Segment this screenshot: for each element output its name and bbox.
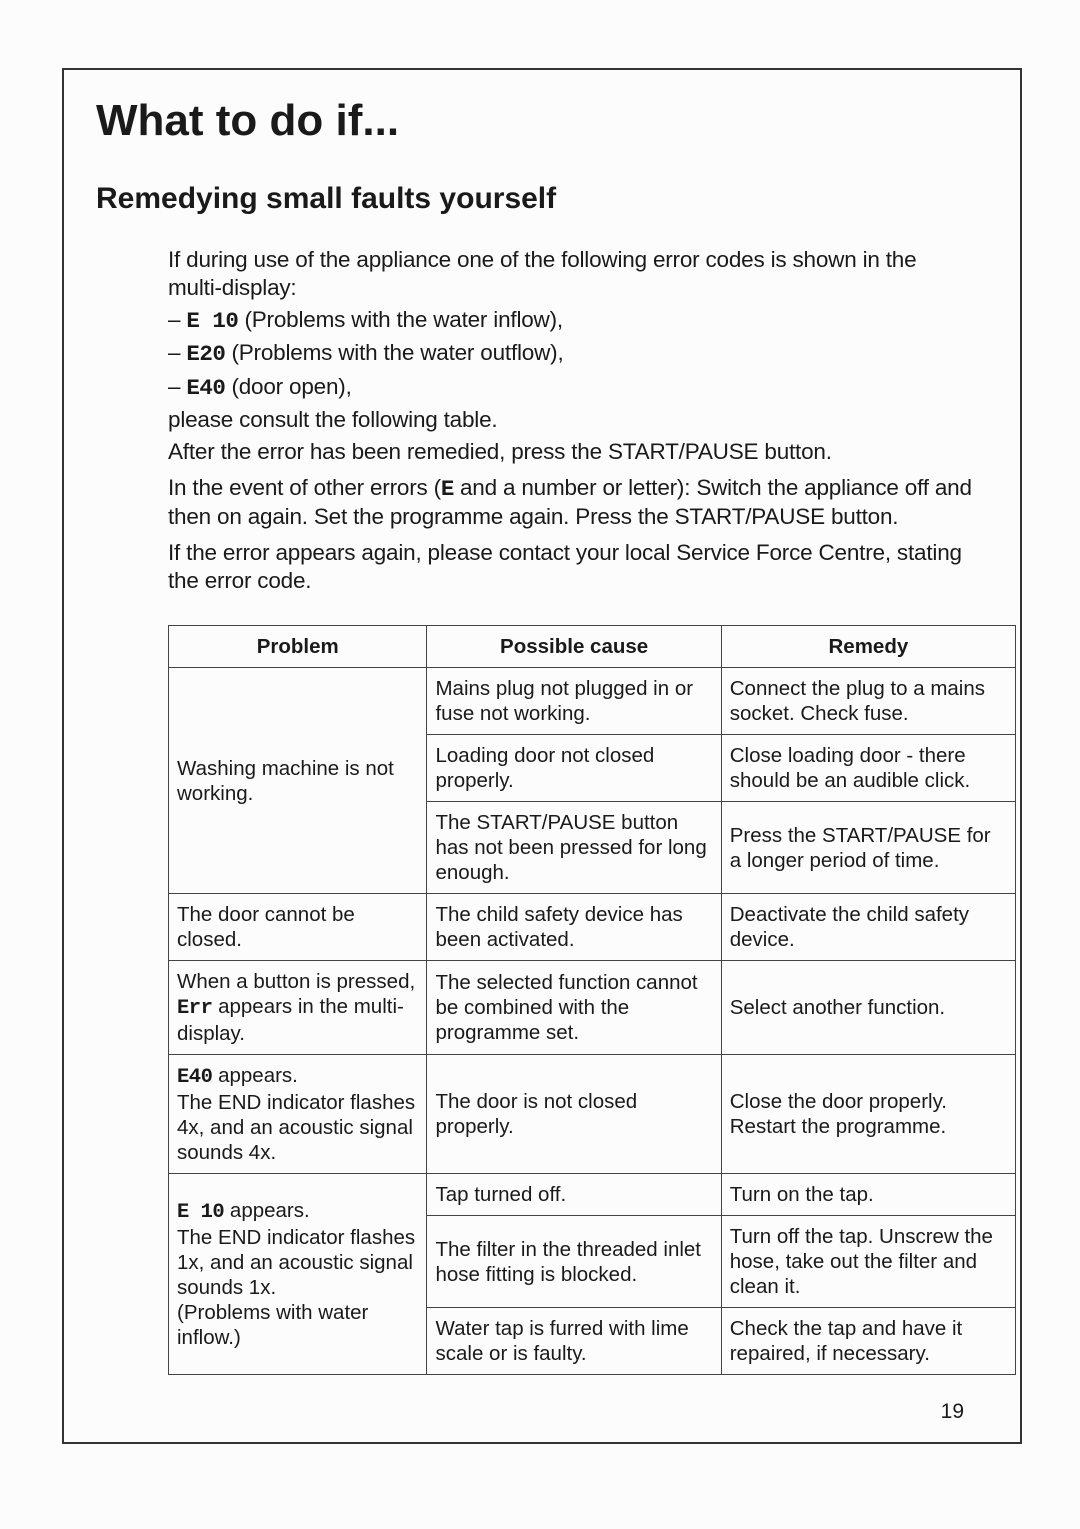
troubleshoot-table: Problem Possible cause Remedy Washing ma… [168,625,1016,1375]
cell-remedy: Turn on the tap. [721,1174,1015,1216]
cell-cause: The child safety device has been activat… [427,894,721,961]
bullet-rest: (Problems with the water outflow), [225,340,563,365]
text: appears. [212,1064,297,1087]
section-title: Remedying small faults yourself [96,182,972,216]
intro-paragraph: If during use of the appliance one of th… [168,246,972,302]
error-code: E20 [186,341,225,367]
cell-cause: The filter in the threaded inlet hose fi… [427,1216,721,1308]
table-row: E 10 appears.The END indicator flashes 1… [169,1174,1016,1216]
table-row: When a button is pressed, Err appears in… [169,961,1016,1055]
intro-paragraph: If the error appears again, please conta… [168,539,972,595]
error-code: E [441,476,454,502]
table-header-row: Problem Possible cause Remedy [169,626,1016,668]
bullet-dash: – [168,307,186,332]
cell-problem: Washing machine is not working. [169,668,427,894]
cell-cause: The START/PAUSE button has not been pres… [427,802,721,894]
cell-problem: The door cannot be closed. [169,894,427,961]
text: appears in the multi-display. [177,995,404,1045]
text: In the event of other errors ( [168,475,441,500]
error-code: E40 [186,375,225,401]
cell-problem: E 10 appears. The END indicator flashes 1… [169,1174,427,1375]
intro-paragraph: After the error has been remedied, press… [168,438,972,466]
table-row: The door cannot be closed.The child safe… [169,894,1016,961]
cell-remedy: Deactivate the child safety device. [721,894,1015,961]
cell-remedy: Close the door properly. Restart the pro… [721,1055,1015,1174]
cell-remedy: Connect the plug to a mains socket. Chec… [721,668,1015,735]
cell-remedy: Turn off the tap. Unscrew the hose, take… [721,1216,1015,1308]
col-header-problem: Problem [169,626,427,668]
cell-cause: Water tap is furred with lime scale or i… [427,1308,721,1375]
cell-remedy: Select another function. [721,961,1015,1055]
text: When a button is pressed, [177,970,415,993]
intro-paragraph: In the event of other errors (E and a nu… [168,474,972,531]
cell-cause: Mains plug not plugged in or fuse not wo… [427,668,721,735]
cell-cause: The selected function cannot be combined… [427,961,721,1055]
col-header-cause: Possible cause [427,626,721,668]
table-row: E40 appears. The END indicator flashes 4x… [169,1055,1016,1174]
bullet-dash: – [168,374,186,399]
cell-cause: The door is not closed properly. [427,1055,721,1174]
text: The END indicator flashes 4x, and an aco… [177,1091,415,1164]
cell-cause: Loading door not closed properly. [427,735,721,802]
intro-paragraph: please consult the following table. [168,406,972,434]
table-row: Washing machine is not working.Mains plu… [169,668,1016,735]
error-code: Err [177,997,212,1020]
cell-remedy: Check the tap and have it repaired, if n… [721,1308,1015,1375]
cell-cause: Tap turned off. [427,1174,721,1216]
error-bullet: – E40 (door open), [168,373,972,402]
cell-remedy: Press the START/PAUSE for a longer perio… [721,802,1015,894]
body-text: If during use of the appliance one of th… [168,246,972,595]
text: appears. [224,1199,309,1222]
page-number: 19 [941,1400,964,1424]
text: The END indicator flashes 1x, and an aco… [177,1226,415,1299]
error-code: E40 [177,1066,212,1089]
bullet-rest: (door open), [225,374,351,399]
error-bullet: – E20 (Problems with the water outflow), [168,339,972,368]
manual-page: What to do if... Remedying small faults … [62,68,1022,1444]
cell-problem: When a button is pressed, Err appears in… [169,961,427,1055]
page-title: What to do if... [96,96,972,146]
error-bullet: – E 10 (Problems with the water inflow), [168,306,972,335]
error-code: E 10 [186,308,238,334]
bullet-dash: – [168,340,186,365]
col-header-remedy: Remedy [721,626,1015,668]
text: (Problems with water inflow.) [177,1301,368,1349]
cell-remedy: Close loading door - there should be an … [721,735,1015,802]
cell-problem: E40 appears. The END indicator flashes 4x… [169,1055,427,1174]
bullet-rest: (Problems with the water inflow), [238,307,563,332]
error-code: E 10 [177,1201,224,1224]
